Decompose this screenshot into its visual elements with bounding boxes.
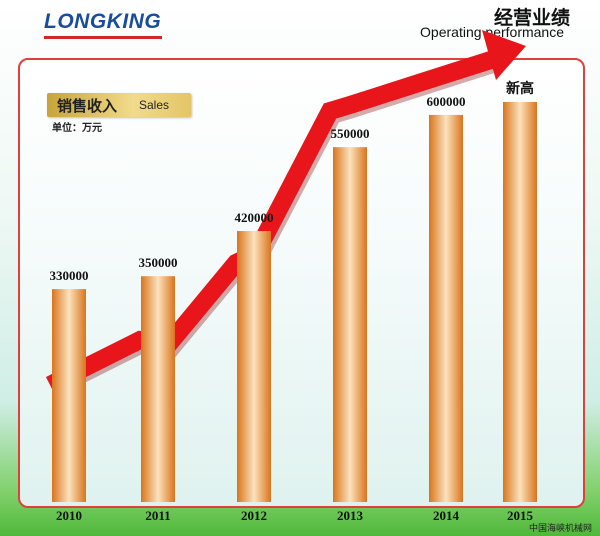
x-tick-2012: 2012 [241,508,267,523]
page-title: 经营业绩 [493,7,570,29]
legend-badge: 销售收入 Sales [47,93,191,117]
x-tick-2014: 2014 [433,508,460,523]
chart-panel [18,58,585,508]
company-logo: LONGKING [44,10,162,33]
legend-label-en: Sales [139,98,170,112]
bar-2011 [141,276,175,502]
data-labels: 330000 350000 420000 550000 600000 新高 [50,80,535,283]
x-tick-2010: 2010 [56,508,82,523]
data-label-2010: 330000 [50,268,89,283]
unit-label: 单位：万元 [52,123,102,134]
watermark-text: 中国海峡机械网 [528,524,592,534]
data-label-2012: 420000 [235,210,274,225]
bar-2010 [52,289,86,502]
trend-arrow-head [482,30,526,80]
data-label-2014: 600000 [427,94,466,109]
bar-2012 [237,231,271,502]
data-label-2013: 550000 [331,126,370,141]
x-tick-2011: 2011 [145,508,170,523]
x-tick-2013: 2013 [337,508,364,523]
page-subtitle: Operating performance [420,24,564,40]
bar-2015 [503,102,537,502]
bars [52,102,537,502]
bar-2013 [333,147,367,502]
bar-2014 [429,114,463,502]
legend-label-cn: 销售收入 [57,97,118,115]
logo-underline [44,36,162,39]
data-label-2015: 新高 [506,80,534,97]
x-tick-2015: 2015 [507,508,534,523]
data-label-2011: 350000 [139,255,178,270]
x-axis-ticks: 2010 2011 2012 2013 2014 2015 [56,508,534,523]
